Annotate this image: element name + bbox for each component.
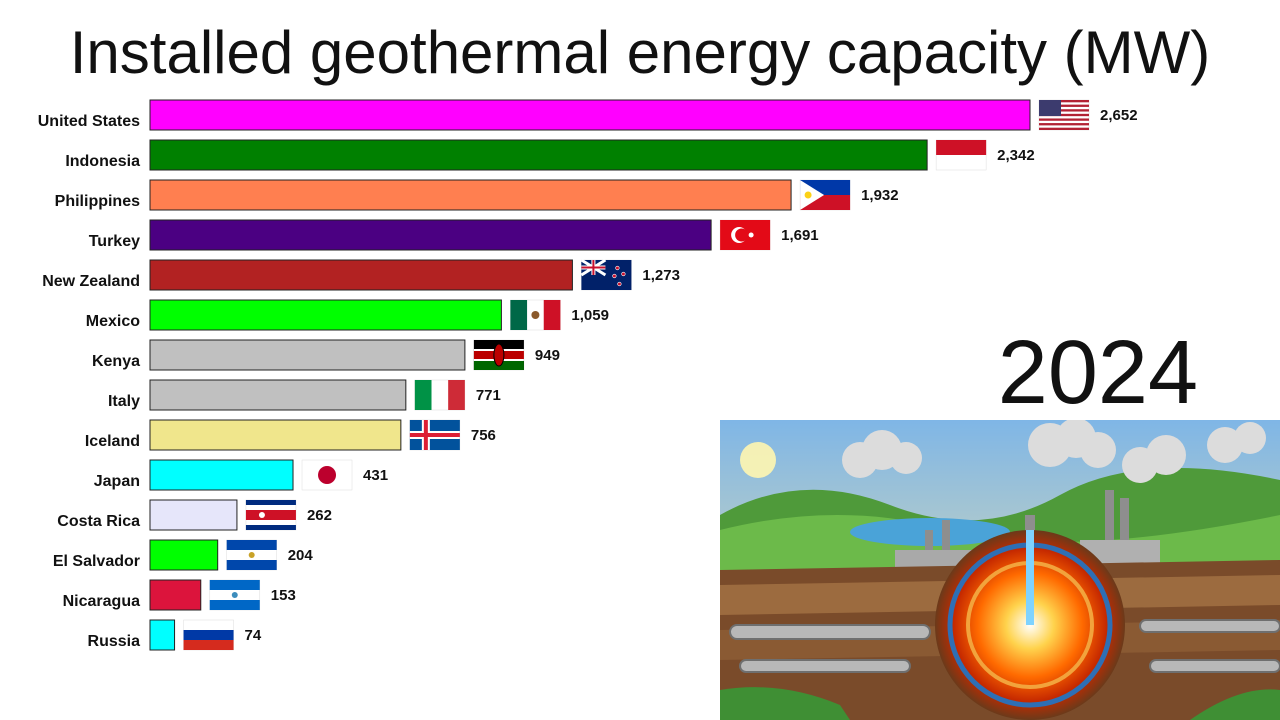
value-label: 431 xyxy=(363,467,388,484)
value-label: 1,691 xyxy=(781,227,819,244)
category-label: Philippines xyxy=(55,193,140,210)
value-label: 2,652 xyxy=(1100,107,1138,124)
category-label: Russia xyxy=(88,633,141,650)
category-label: New Zealand xyxy=(42,273,140,290)
bar xyxy=(149,139,928,171)
bar xyxy=(149,219,712,251)
value-label: 74 xyxy=(245,627,262,644)
bar xyxy=(149,579,202,611)
category-label: Kenya xyxy=(92,353,140,370)
value-label: 771 xyxy=(476,387,501,404)
chart-title: Installed geothermal energy capacity (MW… xyxy=(69,19,1211,86)
bar xyxy=(149,459,294,491)
turkey-flag-icon xyxy=(719,219,771,251)
category-label: Mexico xyxy=(86,313,140,330)
category-label: Turkey xyxy=(89,233,140,250)
value-label: 262 xyxy=(307,507,332,524)
mexico-flag-icon xyxy=(510,299,561,331)
iceland-flag-icon xyxy=(409,419,461,451)
year-label: 2024 xyxy=(997,323,1198,423)
indonesia-flag-icon xyxy=(935,139,987,171)
value-label: 204 xyxy=(288,547,314,564)
category-label: Italy xyxy=(108,393,140,410)
philippines-flag-icon xyxy=(799,179,851,211)
category-label: Japan xyxy=(94,473,140,490)
italy-flag-icon xyxy=(414,379,466,411)
category-label: Indonesia xyxy=(65,153,140,170)
japan-flag-icon xyxy=(301,459,353,491)
bar xyxy=(149,379,407,411)
value-label: 756 xyxy=(471,427,496,444)
bar xyxy=(149,499,238,531)
bar xyxy=(149,299,502,331)
value-label: 949 xyxy=(535,347,560,364)
bar xyxy=(149,619,176,651)
value-label: 1,059 xyxy=(571,307,609,324)
category-label: Iceland xyxy=(85,433,140,450)
costa-rica-flag-icon xyxy=(245,499,297,531)
kenya-flag-icon xyxy=(473,339,525,371)
bar xyxy=(149,419,402,451)
el-salvador-flag-icon xyxy=(226,539,277,571)
geothermal-power-plant-illustration xyxy=(720,420,1280,720)
nicaragua-flag-icon xyxy=(209,579,261,611)
russia-flag-icon xyxy=(183,619,234,651)
category-label: Costa Rica xyxy=(57,513,140,530)
new-zealand-flag-icon xyxy=(580,258,632,291)
bar xyxy=(149,179,792,211)
bar xyxy=(149,99,1031,131)
bar xyxy=(149,539,219,571)
category-label: El Salvador xyxy=(53,553,140,570)
value-label: 153 xyxy=(271,587,296,604)
bar xyxy=(149,259,573,291)
value-label: 1,932 xyxy=(861,187,899,204)
us-flag-icon xyxy=(1038,99,1090,131)
category-label: United States xyxy=(38,113,140,130)
category-label: Nicaragua xyxy=(63,593,140,610)
value-label: 2,342 xyxy=(997,147,1035,164)
bar xyxy=(149,339,466,371)
value-label: 1,273 xyxy=(642,267,680,284)
